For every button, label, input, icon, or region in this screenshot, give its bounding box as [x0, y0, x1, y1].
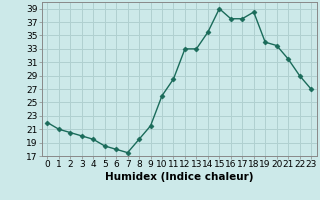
X-axis label: Humidex (Indice chaleur): Humidex (Indice chaleur)	[105, 172, 253, 182]
